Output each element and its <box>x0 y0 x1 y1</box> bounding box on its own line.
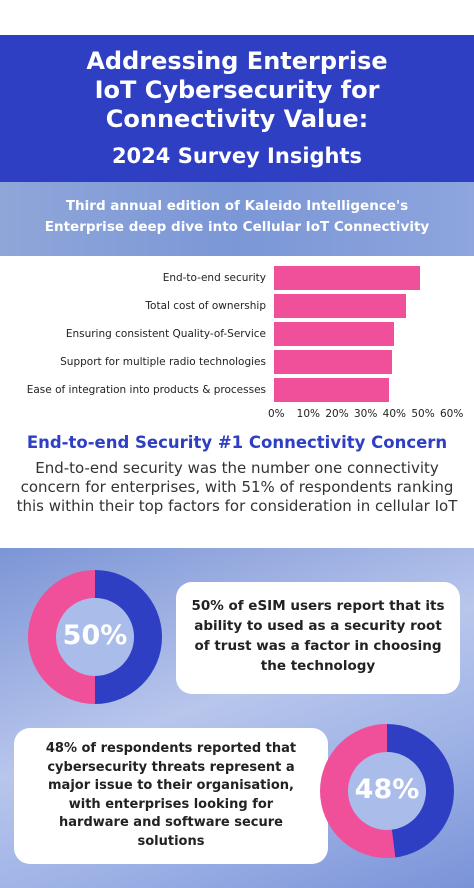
x-tick-label: 10% <box>296 408 320 420</box>
title-line-1: Addressing Enterprise <box>86 47 388 75</box>
bar-label: Support for multiple radio technologies <box>60 356 266 368</box>
stats-section: 50% 50% of eSIM users report that its ab… <box>0 548 474 888</box>
stat-card-threats-text: 48% of respondents reported that cyberse… <box>45 741 297 849</box>
header-banner: Addressing Enterprise IoT Cybersecurity … <box>0 35 474 182</box>
bar-label: Total cost of ownership <box>145 300 266 312</box>
x-tick-label: 20% <box>325 408 349 420</box>
x-tick-label: 50% <box>411 408 435 420</box>
concern-title: End-to-end Security #1 Connectivity Conc… <box>26 433 448 452</box>
bar-label: Ease of integration into products & proc… <box>26 384 266 396</box>
donut-hole <box>348 752 426 830</box>
bar-label: Ensuring consistent Quality-of-Service <box>65 328 266 340</box>
concern-body: End-to-end security was the number one c… <box>16 459 458 515</box>
page-subtitle: 2024 Survey Insights <box>111 144 363 168</box>
intro-text: Third annual edition of Kaleido Intellig… <box>0 196 474 238</box>
intro-line-1: Third annual edition of Kaleido Intellig… <box>65 198 409 214</box>
top-band <box>0 0 474 35</box>
intro-line-2: Enterprise deep dive into Cellular IoT C… <box>44 219 430 235</box>
stat-card-esim-text: 50% of eSIM users report that its abilit… <box>191 598 445 674</box>
donut-chart-50: 50% <box>28 570 162 704</box>
bar <box>274 294 406 318</box>
x-tick-label: 40% <box>382 408 406 420</box>
donut-percent-label: 48% <box>354 774 420 805</box>
bar <box>274 378 389 402</box>
x-tick-label: 30% <box>354 408 378 420</box>
x-tick-label: 60% <box>440 408 464 420</box>
title-line-2: IoT Cybersecurity for <box>94 76 380 104</box>
bar <box>274 350 392 374</box>
bar <box>274 266 420 290</box>
stat-card-threats: 48% of respondents reported that cyberse… <box>14 728 328 864</box>
bar-label: End-to-end security <box>162 272 266 284</box>
page-title: Addressing Enterprise IoT Cybersecurity … <box>0 47 474 134</box>
donut-chart-48: 48% <box>320 724 454 858</box>
title-line-3: Connectivity Value: <box>105 105 369 133</box>
donut-hole <box>56 598 134 676</box>
stat-card-esim: 50% of eSIM users report that its abilit… <box>176 582 460 694</box>
donut-percent-label: 50% <box>62 620 128 651</box>
x-tick-label: 0% <box>268 408 285 420</box>
bar <box>274 322 394 346</box>
intro-banner: Third annual edition of Kaleido Intellig… <box>0 182 474 256</box>
